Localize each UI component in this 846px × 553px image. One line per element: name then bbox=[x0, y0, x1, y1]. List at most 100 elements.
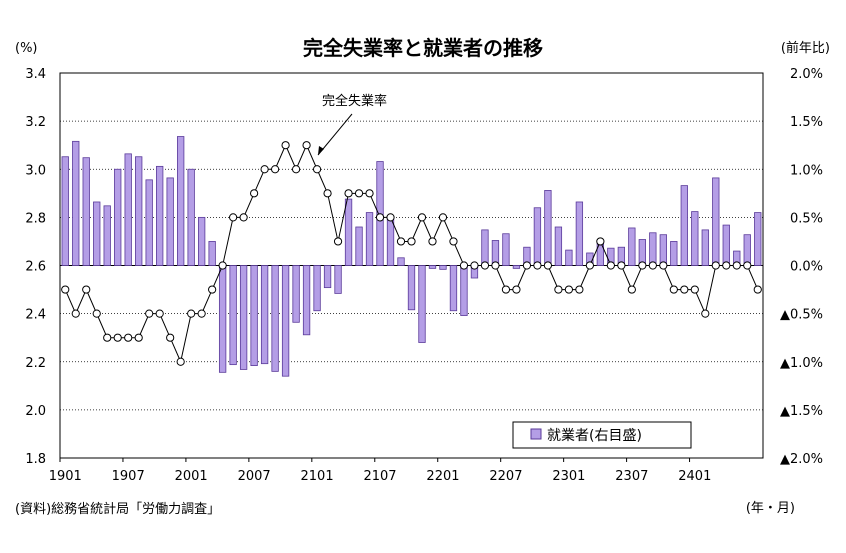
employment-bar bbox=[250, 265, 258, 366]
unemployment-point bbox=[512, 285, 521, 294]
employment-bar bbox=[502, 233, 510, 266]
employment-bar bbox=[659, 234, 667, 266]
employment-bar bbox=[292, 265, 300, 323]
unemployment-point bbox=[218, 261, 227, 270]
unemployment-point bbox=[61, 285, 70, 294]
employment-bar bbox=[628, 227, 636, 266]
employment-bar bbox=[103, 205, 111, 266]
employment-bar bbox=[754, 212, 762, 266]
employment-bar bbox=[239, 265, 248, 370]
x-tick-label: 2301 bbox=[552, 469, 585, 484]
unemployment-point bbox=[239, 213, 248, 222]
unemployment-point bbox=[711, 261, 720, 270]
employment-bar bbox=[187, 168, 195, 266]
unemployment-point bbox=[208, 285, 217, 294]
employment-bar bbox=[145, 179, 153, 266]
right-tick-label: 1.5% bbox=[790, 115, 823, 130]
unemployment-point bbox=[113, 333, 122, 342]
employment-bar bbox=[271, 265, 279, 372]
source-label: (資料)総務省統計局「労働力調査」 bbox=[15, 501, 220, 517]
employment-bar bbox=[397, 257, 405, 266]
x-tick-label: 2207 bbox=[489, 469, 522, 484]
left-tick-label: 2.2 bbox=[25, 356, 46, 371]
x-unit-label: (年・月) bbox=[746, 501, 795, 516]
employment-bar bbox=[302, 265, 311, 336]
employment-bar bbox=[575, 201, 584, 266]
unemployment-point bbox=[291, 165, 301, 174]
employment-bar bbox=[114, 168, 122, 266]
employment-bar bbox=[197, 216, 206, 266]
unemployment-point bbox=[103, 333, 112, 342]
unemployment-point bbox=[134, 333, 143, 342]
left-unit-label: (%) bbox=[15, 41, 38, 56]
unemployment-point bbox=[501, 285, 511, 294]
x-tick-label: 1901 bbox=[49, 469, 82, 484]
left-tick-label: 3.2 bbox=[25, 115, 46, 130]
employment-bar bbox=[554, 226, 563, 266]
unemployment-point bbox=[375, 213, 385, 222]
unemployment-point bbox=[386, 213, 395, 222]
unemployment-point bbox=[354, 189, 364, 198]
unemployment-point bbox=[543, 261, 553, 270]
employment-bar bbox=[407, 265, 416, 311]
annotation-arrowhead bbox=[318, 146, 324, 155]
employment-bar bbox=[428, 265, 437, 269]
x-tick-label: 2101 bbox=[301, 469, 334, 484]
plot-area: 3.4 3.2 3.0 2.8 2.6 2.4 2.2 2.0 1.8 2.0% 1.5% 1.0% 0… bbox=[25, 67, 823, 484]
unemployment-point bbox=[554, 285, 563, 294]
right-tick-label: ▲2.0% bbox=[780, 452, 823, 467]
x-tick-label: 2401 bbox=[678, 469, 711, 484]
unemployment-point bbox=[281, 141, 290, 150]
left-tick-label: 3.0 bbox=[25, 163, 46, 178]
unemployment-point bbox=[480, 261, 490, 270]
x-tick-label: 2307 bbox=[615, 469, 648, 484]
unemployment-point bbox=[659, 261, 668, 270]
unemployment-point bbox=[124, 333, 133, 342]
unemployment-point bbox=[82, 285, 91, 294]
x-tick-label: 2001 bbox=[175, 469, 208, 484]
unemployment-point bbox=[701, 309, 710, 318]
left-tick-label: 2.8 bbox=[25, 211, 46, 226]
unemployment-point bbox=[176, 357, 185, 366]
right-tick-label: 0.5% bbox=[790, 211, 823, 226]
unemployment-point bbox=[522, 261, 532, 270]
unemployment-point bbox=[690, 285, 699, 294]
unemployment-point bbox=[333, 237, 343, 246]
employment-bar bbox=[533, 207, 542, 266]
unemployment-point bbox=[470, 261, 479, 270]
employment-bar bbox=[61, 156, 69, 266]
employment-bar bbox=[418, 265, 426, 343]
unemployment-point bbox=[606, 261, 615, 270]
employment-bar bbox=[229, 265, 237, 366]
unemployment-point bbox=[250, 189, 259, 198]
x-tick-label: 2107 bbox=[363, 469, 396, 484]
unemployment-point bbox=[145, 309, 154, 318]
annotation-arrow bbox=[317, 113, 353, 156]
employment-bar bbox=[449, 265, 458, 312]
unemployment-point bbox=[312, 165, 322, 174]
unemployment-point bbox=[166, 333, 175, 342]
employment-bar bbox=[386, 216, 395, 266]
employment-bar bbox=[680, 185, 688, 266]
legend-label: 就業者(右目盛) bbox=[547, 428, 642, 444]
employment-bar bbox=[82, 157, 90, 266]
unemployment-point bbox=[229, 213, 238, 222]
employment-bar bbox=[260, 265, 269, 365]
unemployment-point bbox=[344, 189, 353, 198]
unemployment-point bbox=[438, 213, 448, 222]
line-annotation: 完全失業率 bbox=[322, 93, 387, 109]
unemployment-point bbox=[617, 261, 626, 270]
unemployment-point bbox=[638, 261, 647, 270]
unemployment-point bbox=[407, 237, 416, 246]
unemployment-point bbox=[648, 261, 657, 270]
right-tick-label: ▲1.5% bbox=[780, 404, 823, 419]
employment-bar bbox=[156, 165, 164, 266]
x-tick-label: 1907 bbox=[112, 469, 145, 484]
plot-frame bbox=[59, 72, 764, 459]
unemployment-point bbox=[197, 309, 206, 318]
legend-swatch bbox=[530, 428, 542, 440]
employment-bar bbox=[281, 265, 290, 377]
unemployment-point bbox=[459, 261, 469, 270]
unemployment-point bbox=[155, 309, 164, 318]
